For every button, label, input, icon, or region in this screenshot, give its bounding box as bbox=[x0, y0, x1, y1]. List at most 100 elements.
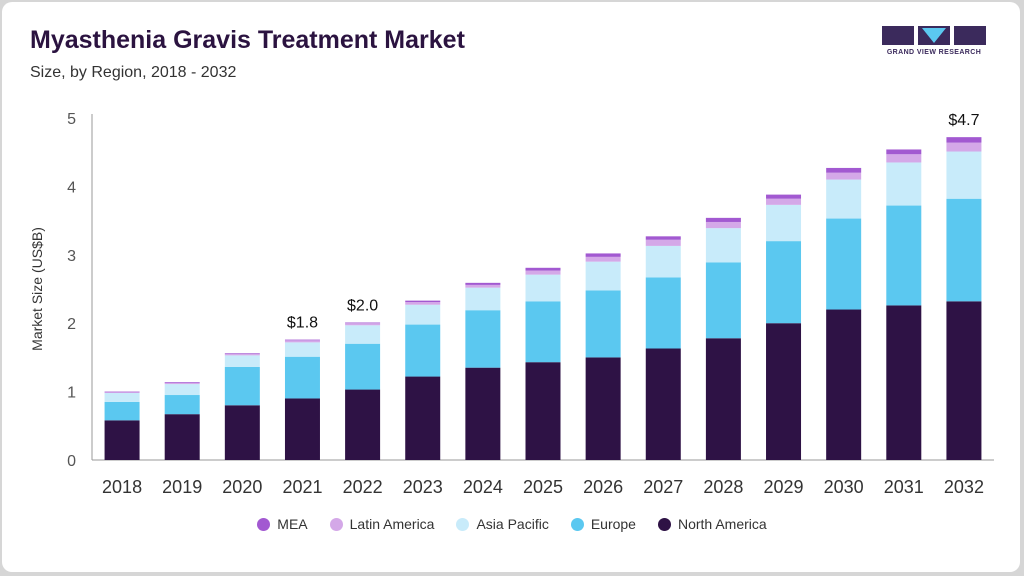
legend-item: Latin America bbox=[329, 516, 435, 532]
bar-segment bbox=[525, 362, 561, 460]
bar-segment bbox=[886, 305, 922, 460]
bar-segment bbox=[345, 325, 381, 344]
bar-segment bbox=[224, 405, 260, 460]
bar-segment bbox=[284, 340, 320, 343]
bar-segment bbox=[224, 353, 260, 356]
legend-label: Europe bbox=[590, 516, 636, 532]
x-tick-label: 2025 bbox=[523, 477, 563, 497]
bar-segment bbox=[705, 221, 741, 229]
bar-segment bbox=[164, 382, 200, 383]
legend-swatch bbox=[329, 517, 343, 531]
legend-label: Latin America bbox=[349, 516, 435, 532]
bar-segment bbox=[465, 310, 501, 368]
bar-segment bbox=[645, 348, 681, 460]
bar-segment bbox=[946, 142, 982, 152]
bar-segment bbox=[224, 353, 260, 354]
x-tick-label: 2028 bbox=[703, 477, 743, 497]
x-tick-label: 2031 bbox=[884, 477, 924, 497]
bar-segment bbox=[405, 376, 441, 460]
bar-segment bbox=[465, 367, 501, 460]
x-tick-label: 2023 bbox=[403, 477, 443, 497]
bar-segment bbox=[405, 304, 441, 325]
bar-segment bbox=[405, 324, 441, 377]
y-tick-label: 4 bbox=[67, 179, 76, 196]
bar-segment bbox=[705, 228, 741, 263]
chart-subtitle: Size, by Region, 2018 - 2032 bbox=[30, 64, 237, 81]
bar-segment bbox=[525, 301, 561, 363]
bar-segment bbox=[465, 287, 501, 311]
total-data-label: $4.7 bbox=[948, 112, 979, 129]
legend-label: MEA bbox=[277, 516, 308, 532]
chart-title: Myasthenia Gravis Treatment Market bbox=[30, 26, 465, 54]
x-tick-label: 2022 bbox=[343, 477, 383, 497]
bar-segment bbox=[104, 391, 140, 393]
bar-segment bbox=[766, 323, 802, 460]
bar-segment bbox=[585, 261, 621, 291]
bar-segment bbox=[946, 137, 982, 143]
bar-segment bbox=[284, 356, 320, 399]
bar-segment bbox=[104, 392, 140, 402]
bar-segment bbox=[104, 392, 140, 393]
legend-swatch bbox=[570, 517, 584, 531]
bar-segment bbox=[826, 218, 862, 310]
legend-label: Asia Pacific bbox=[476, 516, 549, 532]
gvr-logo-icon bbox=[882, 26, 986, 45]
bar-segment bbox=[585, 256, 621, 262]
bar-segment bbox=[826, 179, 862, 219]
x-tick-label: 2024 bbox=[463, 477, 503, 497]
bar-segment bbox=[826, 309, 862, 460]
bar-segment bbox=[104, 420, 140, 460]
legend-label: North America bbox=[677, 516, 767, 532]
bar-segment bbox=[826, 167, 862, 173]
x-tick-label: 2027 bbox=[643, 477, 683, 497]
legend-swatch bbox=[456, 517, 470, 531]
x-tick-label: 2018 bbox=[102, 477, 142, 497]
x-tick-label: 2020 bbox=[222, 477, 262, 497]
bar-segment bbox=[345, 323, 381, 326]
bar-segment bbox=[465, 282, 501, 285]
bar-segment bbox=[585, 253, 621, 257]
y-axis-label: Market Size (US$B) bbox=[29, 227, 45, 351]
bar-segment bbox=[645, 236, 681, 240]
bar-segment bbox=[224, 355, 260, 367]
bar-segment bbox=[224, 366, 260, 406]
bar-segment bbox=[104, 401, 140, 421]
bar-segment bbox=[525, 274, 561, 302]
bar-segment bbox=[886, 154, 922, 163]
bar-segment bbox=[585, 357, 621, 460]
legend-swatch bbox=[257, 517, 271, 531]
bar-segment bbox=[645, 277, 681, 349]
legend-swatch bbox=[657, 517, 671, 531]
bar-segment bbox=[345, 343, 381, 390]
bar-segment bbox=[164, 414, 200, 460]
brand-name: GRAND VIEW RESEARCH bbox=[886, 49, 982, 56]
bar-segment bbox=[886, 162, 922, 206]
total-data-label: $1.8 bbox=[287, 315, 318, 332]
x-tick-label: 2026 bbox=[583, 477, 623, 497]
bar-segment bbox=[826, 172, 862, 180]
legend-item: North America bbox=[657, 516, 767, 532]
x-tick-label: 2029 bbox=[764, 477, 804, 497]
bar-segment bbox=[405, 301, 441, 305]
x-tick-label: 2019 bbox=[162, 477, 202, 497]
x-tick-label: 2030 bbox=[824, 477, 864, 497]
legend-item: MEA bbox=[257, 516, 308, 532]
bar-segment bbox=[705, 338, 741, 460]
bar-segment bbox=[345, 389, 381, 460]
bar-segment bbox=[164, 382, 200, 385]
bar-segment bbox=[766, 241, 802, 324]
bar-segment bbox=[284, 339, 320, 341]
y-tick-label: 0 bbox=[67, 453, 76, 470]
bar-segment bbox=[284, 398, 320, 460]
legend-item: Asia Pacific bbox=[456, 516, 549, 532]
chart-legend: MEA Latin America Asia Pacific Europe North … bbox=[0, 516, 1024, 532]
bar-segment bbox=[946, 151, 982, 199]
bar-segment bbox=[525, 267, 561, 271]
bar-segment bbox=[886, 149, 922, 155]
bar-segment bbox=[465, 284, 501, 288]
bar-segment bbox=[345, 322, 381, 324]
bar-segment bbox=[705, 262, 741, 339]
total-data-label: $2.0 bbox=[347, 298, 378, 315]
bar-segment bbox=[284, 342, 320, 357]
